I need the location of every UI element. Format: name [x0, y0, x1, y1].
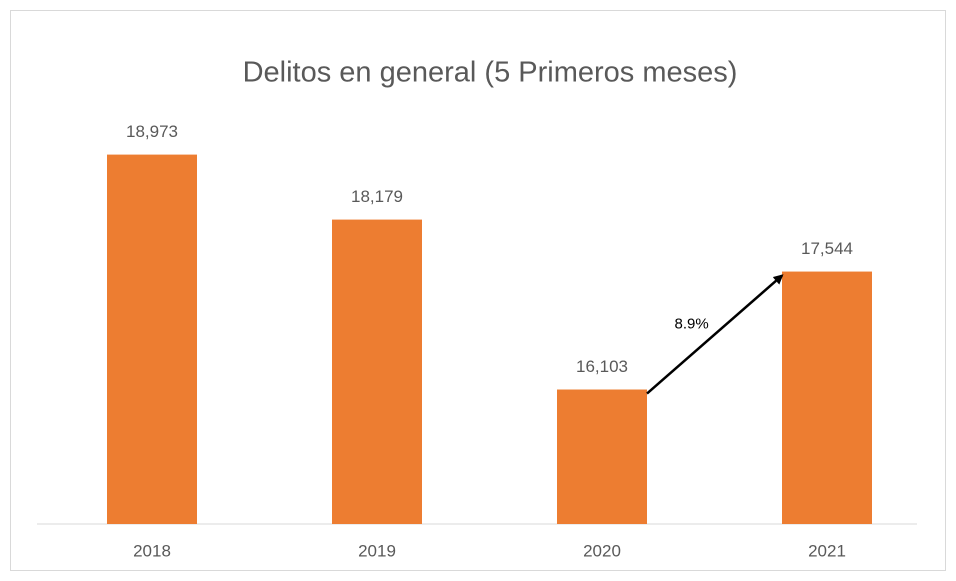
- annotation: 8.9%: [675, 316, 709, 333]
- x-tick-label: 2019: [358, 541, 396, 560]
- x-tick-label: 2020: [583, 541, 621, 560]
- bar: [332, 219, 422, 524]
- bar: [557, 389, 647, 524]
- data-label: 18,973: [126, 122, 178, 141]
- x-tick-label: 2021: [808, 541, 846, 560]
- data-label: 16,103: [576, 357, 628, 376]
- data-label: 18,179: [351, 187, 403, 206]
- data-label: 17,544: [801, 239, 853, 258]
- bar: [782, 271, 872, 524]
- bar: [107, 154, 197, 525]
- annotation-arrow: [646, 274, 784, 395]
- chart-title: Delitos en general (5 Primeros meses): [243, 57, 738, 89]
- x-tick-label: 2018: [133, 541, 171, 560]
